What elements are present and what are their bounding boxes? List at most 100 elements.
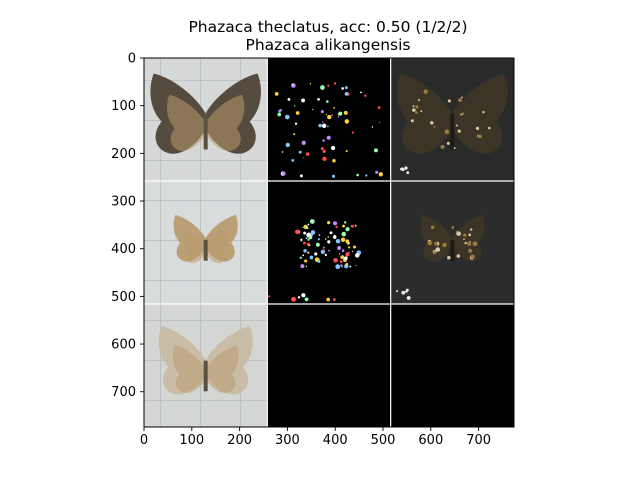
- tile-r2-c1: [267, 304, 391, 427]
- masked-speckle: [433, 125, 436, 128]
- saliency-speckle: [297, 296, 301, 299]
- tile-r1-c1: [267, 181, 391, 304]
- saliency-speckle: [322, 149, 326, 153]
- masked-speckle: [417, 99, 420, 102]
- masked-speckle: [399, 167, 403, 171]
- masked-speckle: [456, 231, 461, 236]
- saliency-speckle: [322, 121, 324, 123]
- moth-body: [203, 360, 208, 392]
- masked-speckle: [478, 134, 482, 139]
- saliency-speckle: [333, 298, 336, 301]
- saliency-speckle: [314, 252, 318, 256]
- saliency-speckle: [326, 297, 330, 302]
- masked-speckle: [405, 288, 409, 292]
- saliency-speckle: [287, 97, 291, 101]
- saliency-speckle: [349, 265, 352, 268]
- saliency-speckle: [281, 171, 286, 176]
- masked-speckle: [487, 126, 491, 130]
- saliency-speckle: [322, 156, 327, 162]
- saliency-speckle: [343, 256, 348, 261]
- masked-speckle: [453, 147, 456, 150]
- saliency-speckle: [340, 255, 345, 260]
- saliency-speckle: [324, 238, 327, 240]
- moth-body: [203, 239, 208, 261]
- masked-speckle: [447, 255, 451, 260]
- masked-speckle: [412, 105, 415, 108]
- y-tick-label: 400: [111, 242, 136, 257]
- saliency-speckle: [317, 259, 321, 263]
- saliency-speckle: [341, 249, 345, 253]
- masked-speckle: [472, 241, 478, 247]
- saliency-speckle: [335, 225, 338, 229]
- saliency-speckle: [300, 264, 305, 269]
- saliency-speckle: [308, 235, 313, 240]
- masked-speckle: [470, 228, 473, 231]
- saliency-speckle: [353, 245, 357, 249]
- y-tick-label: 600: [111, 338, 136, 353]
- saliency-speckle: [299, 174, 303, 178]
- saliency-speckle: [348, 251, 350, 253]
- saliency-speckle: [338, 111, 343, 116]
- saliency-speckle: [298, 150, 302, 154]
- tile-r1-c0: [144, 181, 268, 304]
- saliency-speckle: [324, 253, 328, 257]
- saliency-speckle: [351, 131, 354, 134]
- saliency-speckle: [327, 125, 329, 128]
- x-tick-label: 500: [371, 433, 396, 448]
- tile-r0-c1: [267, 58, 391, 181]
- saliency-speckle: [332, 174, 336, 178]
- saliency-speckle: [302, 226, 304, 229]
- saliency-speckle: [344, 86, 348, 90]
- saliency-speckle: [327, 114, 332, 120]
- masked-speckle: [423, 89, 428, 94]
- saliency-speckle: [351, 251, 354, 253]
- masked-speckle: [447, 99, 451, 103]
- saliency-speckle: [343, 110, 348, 115]
- y-tick-label: 200: [111, 147, 136, 162]
- saliency-speckle: [340, 237, 346, 242]
- masked-speckle: [440, 144, 445, 149]
- saliency-speckle: [291, 83, 294, 86]
- masked-speckle: [457, 129, 461, 133]
- masked-speckle: [401, 290, 406, 295]
- saliency-speckle: [360, 91, 362, 94]
- masked-speckle: [463, 238, 465, 241]
- tile-r2-c0: [144, 304, 268, 427]
- saliency-speckle: [325, 114, 328, 116]
- masked-speckle: [470, 254, 475, 259]
- saliency-speckle: [341, 231, 347, 237]
- saliency-speckle: [342, 224, 345, 228]
- x-tick-label: 0: [140, 433, 148, 448]
- saliency-speckle: [364, 94, 367, 97]
- saliency-speckle: [302, 254, 305, 257]
- masked-speckle: [396, 290, 399, 293]
- x-tick-label: 300: [275, 433, 300, 448]
- y-tick-label: 500: [111, 290, 136, 305]
- saliency-speckle: [320, 147, 324, 150]
- masked-speckle: [432, 251, 437, 255]
- saliency-speckle: [291, 296, 296, 302]
- saliency-speckle: [322, 249, 326, 252]
- saliency-speckle: [317, 238, 320, 241]
- saliency-speckle: [285, 142, 290, 148]
- saliency-speckle: [303, 241, 306, 245]
- masked-speckle: [430, 225, 435, 230]
- tile-r0-c2: [390, 58, 514, 181]
- saliency-speckle: [295, 229, 300, 235]
- saliency-speckle: [307, 238, 310, 241]
- saliency-speckle: [322, 139, 325, 142]
- masked-speckle: [475, 126, 480, 131]
- y-tick-label: 300: [111, 195, 136, 210]
- figure-title-line1: Phazaca theclatus, acc: 0.50 (1/2/2): [188, 18, 468, 36]
- tile-r1-c2: [390, 181, 514, 304]
- masked-speckle: [404, 166, 408, 170]
- saliency-speckle: [337, 116, 340, 118]
- saliency-speckle: [281, 151, 284, 153]
- saliency-speckle: [301, 140, 306, 145]
- saliency-speckle: [333, 107, 336, 109]
- masked-speckle: [410, 119, 414, 123]
- x-tick-label: 400: [323, 433, 348, 448]
- y-tick-label: 100: [111, 99, 136, 114]
- masked-speckle: [458, 98, 462, 102]
